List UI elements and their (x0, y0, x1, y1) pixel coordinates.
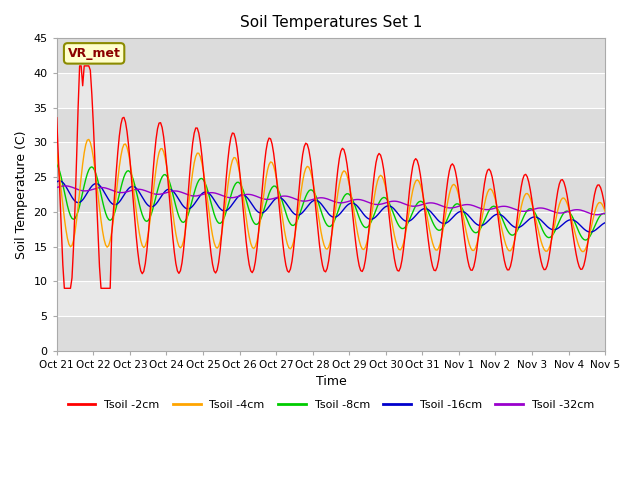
Text: VR_met: VR_met (68, 47, 120, 60)
Bar (57, 108, 605, 143)
Bar (57, 247, 605, 281)
Bar (57, 177, 605, 212)
X-axis label: Time: Time (316, 375, 346, 388)
Title: Soil Temperatures Set 1: Soil Temperatures Set 1 (240, 15, 422, 30)
Y-axis label: Soil Temperature (C): Soil Temperature (C) (15, 130, 28, 259)
Legend: Tsoil -2cm, Tsoil -4cm, Tsoil -8cm, Tsoil -16cm, Tsoil -32cm: Tsoil -2cm, Tsoil -4cm, Tsoil -8cm, Tsoi… (63, 395, 599, 414)
Bar (57, 38, 605, 73)
Bar (57, 316, 605, 351)
